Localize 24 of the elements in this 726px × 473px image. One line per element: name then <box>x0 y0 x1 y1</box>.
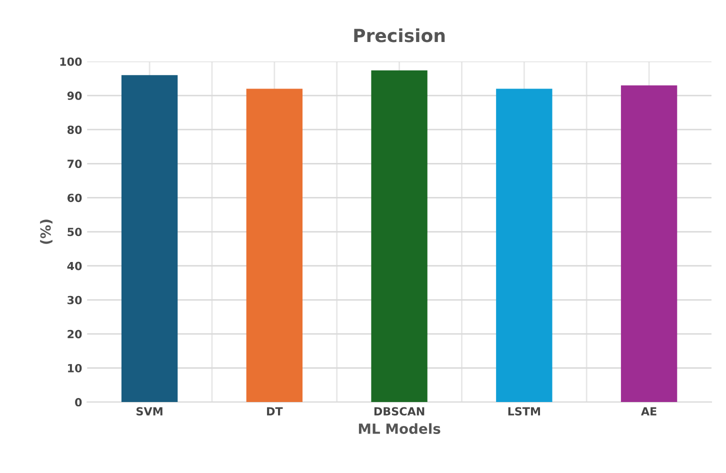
bar <box>620 85 678 402</box>
bar <box>371 70 428 402</box>
x-tick-label: DBSCAN <box>374 407 424 416</box>
y-tick-label: 40 <box>67 262 82 270</box>
x-axis-title: ML Models <box>358 423 440 434</box>
y-axis-title: (%) <box>40 220 52 244</box>
bar <box>246 88 303 402</box>
y-tick-label: 0 <box>75 398 82 406</box>
x-tick-label: SVM <box>136 407 162 416</box>
x-tick-label: LSTM <box>508 407 540 416</box>
x-tick-label: AE <box>641 407 656 416</box>
chart-title: Precision <box>354 28 445 42</box>
y-tick-label: 20 <box>68 330 82 338</box>
y-tick-label: 90 <box>67 92 82 100</box>
y-tick-label: 30 <box>68 296 82 304</box>
bar <box>496 88 552 402</box>
y-tick-label: 100 <box>60 57 82 66</box>
y-tick-label: 70 <box>68 160 82 168</box>
y-tick-label: 50 <box>68 228 82 236</box>
y-tick-label: 80 <box>67 126 82 134</box>
x-tick-label: DT <box>267 407 283 416</box>
y-tick-label: 10 <box>68 364 82 372</box>
y-tick-label: 60 <box>67 194 82 202</box>
bar <box>121 75 178 402</box>
